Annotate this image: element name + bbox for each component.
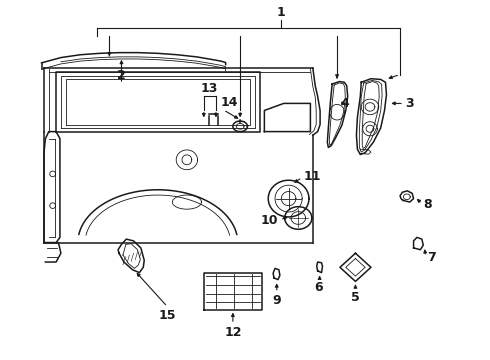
Text: 6: 6 <box>314 282 323 294</box>
Text: 13: 13 <box>200 82 218 95</box>
Text: 2: 2 <box>117 69 126 82</box>
Text: 4: 4 <box>340 97 349 110</box>
Text: 3: 3 <box>405 97 414 110</box>
Text: 8: 8 <box>423 198 432 211</box>
Text: 12: 12 <box>224 326 242 339</box>
Text: 14: 14 <box>221 96 238 109</box>
Text: 7: 7 <box>427 251 436 264</box>
Text: 11: 11 <box>303 170 320 183</box>
Text: 5: 5 <box>351 291 360 304</box>
Text: 1: 1 <box>277 6 286 19</box>
Text: 10: 10 <box>261 214 278 227</box>
Text: 9: 9 <box>272 294 281 307</box>
Text: 15: 15 <box>159 309 176 321</box>
